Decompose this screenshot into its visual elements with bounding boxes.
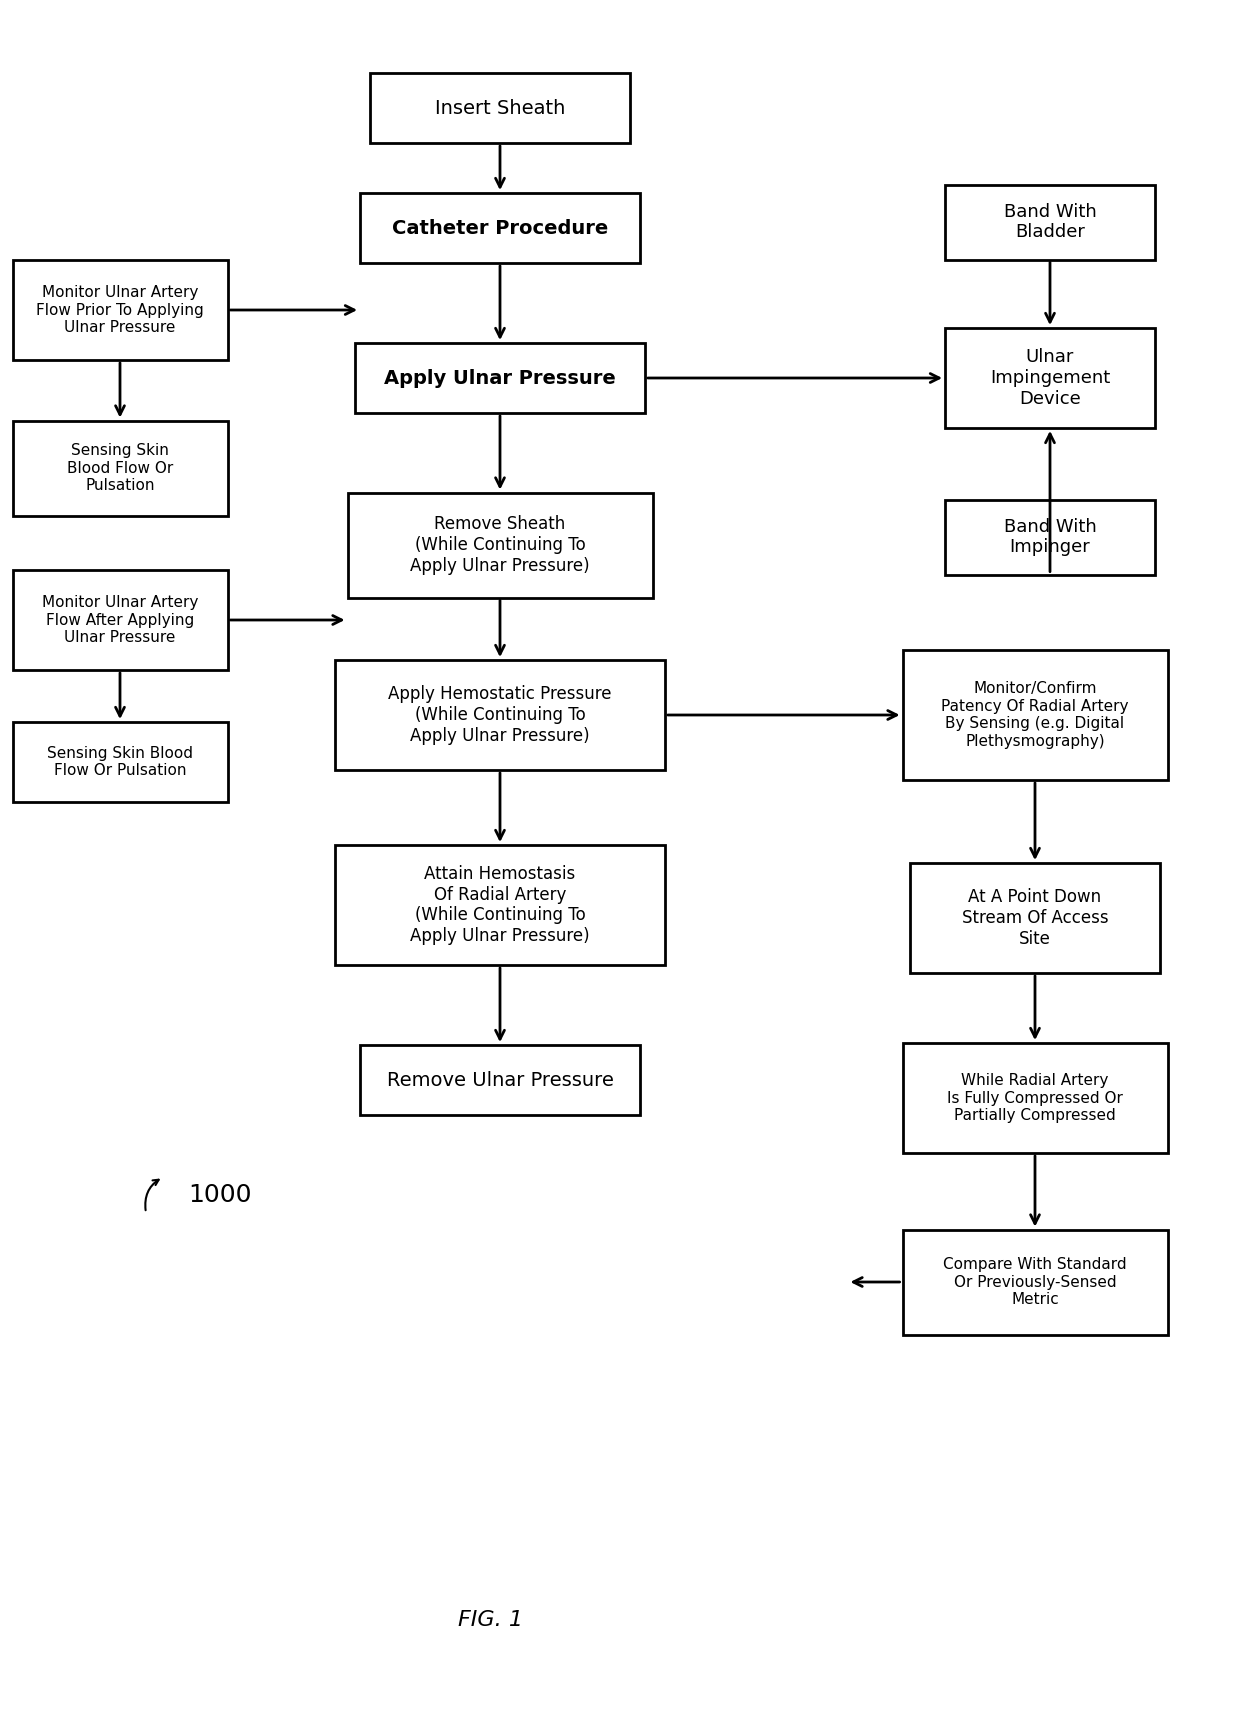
Text: Monitor Ulnar Artery
Flow After Applying
Ulnar Pressure: Monitor Ulnar Artery Flow After Applying…: [42, 595, 198, 645]
Bar: [335, 660, 665, 770]
Bar: [12, 570, 227, 671]
Bar: [360, 193, 640, 263]
Text: Band With
Impinger: Band With Impinger: [1003, 518, 1096, 556]
Bar: [12, 421, 227, 515]
Bar: [903, 1044, 1168, 1153]
Bar: [355, 342, 645, 412]
Bar: [903, 650, 1168, 780]
Bar: [945, 500, 1154, 575]
Text: Monitor Ulnar Artery
Flow Prior To Applying
Ulnar Pressure: Monitor Ulnar Artery Flow Prior To Apply…: [36, 286, 203, 335]
Text: 1000: 1000: [188, 1182, 252, 1206]
Text: FIG. 1: FIG. 1: [458, 1610, 522, 1631]
Bar: [910, 862, 1159, 974]
Text: Ulnar
Impingement
Device: Ulnar Impingement Device: [990, 349, 1110, 407]
Text: Attain Hemostasis
Of Radial Artery
(While Continuing To
Apply Ulnar Pressure): Attain Hemostasis Of Radial Artery (Whil…: [410, 864, 590, 944]
Text: Remove Sheath
(While Continuing To
Apply Ulnar Pressure): Remove Sheath (While Continuing To Apply…: [410, 515, 590, 575]
Bar: [360, 1045, 640, 1116]
Bar: [12, 260, 227, 359]
Text: While Radial Artery
Is Fully Compressed Or
Partially Compressed: While Radial Artery Is Fully Compressed …: [947, 1073, 1123, 1122]
Bar: [945, 185, 1154, 260]
Bar: [370, 74, 630, 144]
Text: Apply Hemostatic Pressure
(While Continuing To
Apply Ulnar Pressure): Apply Hemostatic Pressure (While Continu…: [388, 684, 611, 744]
Text: Sensing Skin Blood
Flow Or Pulsation: Sensing Skin Blood Flow Or Pulsation: [47, 746, 193, 779]
Text: At A Point Down
Stream Of Access
Site: At A Point Down Stream Of Access Site: [962, 888, 1109, 948]
Bar: [335, 845, 665, 965]
Text: Remove Ulnar Pressure: Remove Ulnar Pressure: [387, 1071, 614, 1090]
Text: Apply Ulnar Pressure: Apply Ulnar Pressure: [384, 368, 616, 387]
Bar: [347, 493, 652, 597]
Text: Insert Sheath: Insert Sheath: [435, 99, 565, 118]
Text: Catheter Procedure: Catheter Procedure: [392, 219, 608, 238]
Bar: [903, 1230, 1168, 1335]
Text: Sensing Skin
Blood Flow Or
Pulsation: Sensing Skin Blood Flow Or Pulsation: [67, 443, 174, 493]
Bar: [12, 722, 227, 802]
Bar: [945, 329, 1154, 428]
Text: Band With
Bladder: Band With Bladder: [1003, 202, 1096, 241]
Text: Monitor/Confirm
Patency Of Radial Artery
By Sensing (e.g. Digital
Plethysmograph: Monitor/Confirm Patency Of Radial Artery…: [941, 681, 1128, 749]
Text: Compare With Standard
Or Previously-Sensed
Metric: Compare With Standard Or Previously-Sens…: [944, 1258, 1127, 1307]
